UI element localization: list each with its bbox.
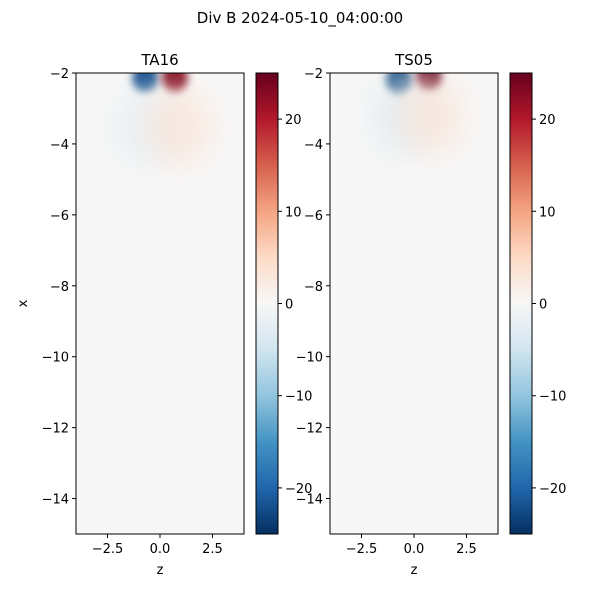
colorbar: [509, 72, 533, 535]
colorbar-tick-label: 10: [539, 205, 556, 220]
colorbar-tick-label: −10: [539, 390, 566, 405]
colorbar-tick-label: 0: [285, 298, 293, 313]
panel-title: TA16: [140, 51, 178, 69]
y-tick-label: −10: [42, 351, 69, 366]
y-tick-label: −14: [42, 493, 69, 508]
y-tick-label: −12: [42, 422, 69, 437]
colorbar-tick-label: 20: [285, 113, 302, 128]
x-tick-label: 0.0: [404, 542, 425, 557]
panels: TA16 −2.5 0.0 2.5 z −2 −4 −6 −8 −10 −12 −14 x 20 10 0 −1…: [16, 51, 566, 578]
y-tick-label: −12: [296, 422, 323, 437]
colorbar-tick-label: 10: [285, 205, 302, 220]
y-tick-label: −14: [296, 493, 323, 508]
x-tick-label: −2.5: [346, 542, 378, 557]
x-tick-label: 2.5: [202, 542, 223, 557]
x-tick-label: 0.0: [150, 542, 171, 557]
y-tick-label: −4: [50, 138, 69, 153]
panel-ts05: TS05 −2.5 0.0 2.5 z −2 −4 −6 −8 −10 −12 −14 20 10 0 −10…: [296, 51, 567, 578]
y-tick-label: −6: [50, 209, 69, 224]
heatmap-field: [113, 73, 213, 167]
figure-suptitle: Div B 2024-05-10_04:00:00: [197, 9, 403, 28]
y-tick-label: −8: [50, 280, 69, 295]
x-axis-label: z: [157, 563, 164, 578]
colorbar-tick-label: −20: [285, 482, 312, 497]
heatmap-feature-positive: [396, 75, 465, 156]
colorbar-tick-label: 20: [539, 113, 556, 128]
colorbar-tick-label: −10: [285, 390, 312, 405]
y-axis-label: x: [16, 299, 31, 307]
x-axis-label: z: [411, 563, 418, 578]
y-tick-label: −10: [296, 351, 323, 366]
colorbar-tick-label: 0: [539, 298, 547, 313]
y-tick-label: −4: [304, 138, 323, 153]
y-tick-label: −8: [304, 280, 323, 295]
panel-title: TS05: [394, 51, 433, 69]
colorbar: [255, 72, 279, 535]
y-tick-label: −2: [304, 67, 323, 82]
heatmap-field: [369, 73, 465, 156]
x-tick-label: −2.5: [92, 542, 124, 557]
y-tick-label: −6: [304, 209, 323, 224]
heatmap-feature-positive: [144, 86, 213, 167]
x-tick-label: 2.5: [456, 542, 477, 557]
panel-ta16: TA16 −2.5 0.0 2.5 z −2 −4 −6 −8 −10 −12 −14 x 20 10 0 −1…: [16, 51, 312, 578]
colorbar-tick-label: −20: [539, 482, 566, 497]
y-tick-label: −2: [50, 67, 69, 82]
